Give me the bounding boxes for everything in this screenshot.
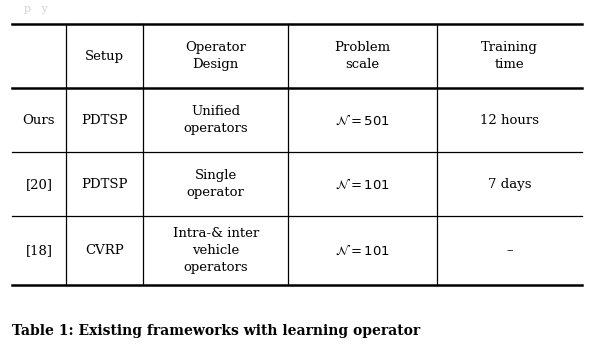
Text: $\mathcal{N} = 501$: $\mathcal{N} = 501$ — [335, 113, 390, 127]
Text: Problem
scale: Problem scale — [334, 41, 391, 71]
Text: Unified
operators: Unified operators — [184, 105, 248, 135]
Text: PDTSP: PDTSP — [81, 114, 128, 127]
Text: Setup: Setup — [85, 50, 124, 63]
Text: $\mathcal{N} = 101$: $\mathcal{N} = 101$ — [335, 177, 390, 191]
Text: CVRP: CVRP — [85, 244, 124, 257]
Text: 7 days: 7 days — [488, 178, 531, 191]
Text: [20]: [20] — [26, 178, 52, 191]
Text: Training
time: Training time — [481, 41, 538, 71]
Text: Intra-& inter
vehicle
operators: Intra-& inter vehicle operators — [173, 227, 259, 274]
Text: Table 1: Existing frameworks with learning operator: Table 1: Existing frameworks with learni… — [12, 324, 420, 338]
Text: $\mathcal{N} = 101$: $\mathcal{N} = 101$ — [335, 244, 390, 258]
Text: PDTSP: PDTSP — [81, 178, 128, 191]
Text: p   y: p y — [24, 4, 48, 14]
Text: [18]: [18] — [26, 244, 52, 257]
Text: Ours: Ours — [23, 114, 55, 127]
Text: Single
operator: Single operator — [187, 169, 245, 199]
Text: –: – — [506, 244, 513, 257]
Text: Operator
Design: Operator Design — [185, 41, 246, 71]
Text: 12 hours: 12 hours — [480, 114, 539, 127]
